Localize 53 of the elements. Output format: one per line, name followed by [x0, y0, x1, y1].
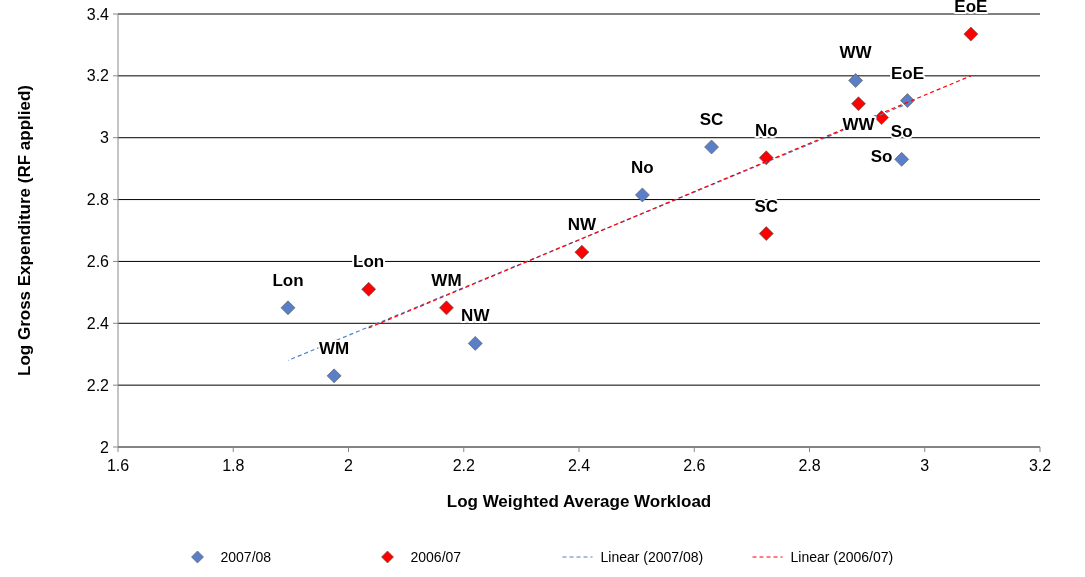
y-tick-label: 2.2 [86, 376, 110, 394]
point [635, 187, 650, 203]
annotation: No [754, 120, 778, 140]
annotation: So [870, 146, 893, 166]
y-tick-label: 3.2 [86, 67, 110, 85]
point [963, 26, 979, 42]
point [894, 152, 909, 167]
y-tick-label: 3 [100, 129, 110, 147]
point [280, 300, 296, 316]
annotation: WW [842, 114, 876, 134]
x-axis-title: Log Weighted Average Workload [446, 492, 712, 511]
annotation: SC [754, 196, 779, 216]
point [326, 368, 342, 384]
x-tick-label: 2.4 [567, 457, 591, 474]
legend-label: 2007/08 [220, 548, 272, 565]
point [848, 73, 863, 88]
point [704, 139, 719, 155]
annotation: NW [567, 215, 597, 235]
x-tick-label: 2 [344, 457, 354, 474]
legend-label: Linear (2006/07) [790, 548, 894, 565]
annotation: EoE [954, 0, 988, 17]
point [874, 110, 889, 125]
y-tick-label: 2.8 [86, 191, 110, 209]
y-axis-title: Log Gross Expenditure (RF applied) [15, 85, 34, 376]
y-tick-label: 2.6 [86, 253, 110, 271]
legend-label: 2006/07 [410, 548, 462, 565]
x-tick-label: 2.6 [683, 457, 706, 474]
y-tick-label: 3.4 [86, 5, 110, 23]
x-tick-label: 1.6 [106, 457, 130, 474]
x-tick-label: 1.8 [222, 457, 245, 474]
annotation: WW [839, 43, 873, 63]
point [439, 300, 454, 316]
annotation: SC [699, 109, 724, 129]
point [758, 150, 774, 166]
x-tick-label: 2.8 [798, 457, 821, 474]
annotation: No [631, 157, 654, 177]
point [467, 336, 483, 351]
y-tick-label: 2.4 [86, 314, 110, 332]
annotation: WM [318, 338, 350, 358]
annotation: WM [431, 270, 462, 290]
annotation: Lon [272, 270, 304, 290]
legend-label: Linear (2007/08) [600, 548, 704, 565]
x-tick-label: 2.2 [452, 457, 475, 474]
point [361, 281, 376, 297]
x-tick-label: 3.2 [1028, 457, 1052, 474]
x-tick-label: 3 [920, 457, 930, 474]
y-tick-label: 2 [100, 438, 110, 456]
annotation: So [890, 122, 913, 142]
annotation: NW [461, 306, 491, 326]
point [851, 96, 866, 111]
point [900, 93, 915, 108]
point [758, 226, 774, 241]
point [574, 244, 590, 260]
